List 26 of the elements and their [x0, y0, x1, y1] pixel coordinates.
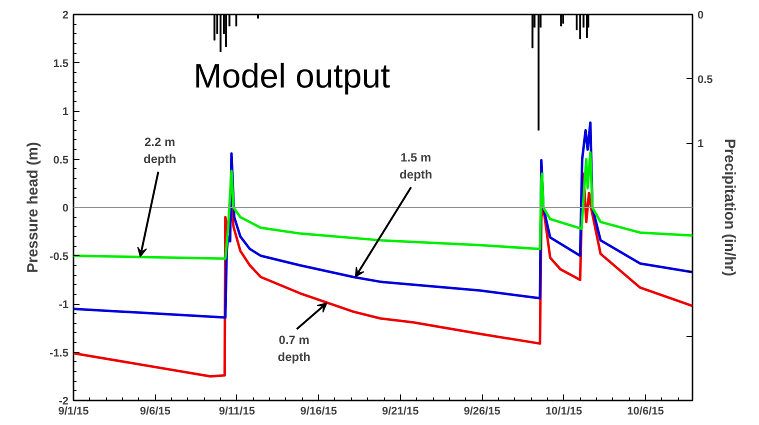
y-tick-label: 2 [62, 10, 69, 22]
y-tick-label: 1 [62, 106, 69, 118]
x-tick-label: 9/6/15 [140, 406, 171, 418]
y2-tick-label: 0 [698, 10, 704, 22]
y2-axis-title: Precipitation (in/hr) [720, 138, 738, 276]
y-tick-label: -0.5 [50, 250, 69, 263]
x-tick-label: 9/21/15 [382, 406, 419, 418]
x-tick-label: 9/11/15 [218, 406, 255, 418]
y-tick-label: 0 [62, 202, 69, 214]
x-tick-label: 9/26/15 [464, 406, 500, 418]
annotation: Model output [194, 58, 391, 96]
y-tick-label: -1 [58, 299, 68, 311]
y-tick-label: -1.5 [50, 347, 69, 360]
annotation: 1.5 m depth [400, 150, 432, 182]
annotation: 2.2 m depth [144, 135, 176, 166]
x-tick-label: 9/16/15 [300, 406, 337, 418]
x-tick-label: 9/1/15 [58, 406, 89, 418]
annotation: 0.7 m depth [278, 332, 310, 364]
y-tick-label: 1.5 [53, 58, 69, 70]
x-tick-label: 10/1/15 [545, 406, 582, 418]
x-tick-label: 10/6/15 [627, 406, 664, 418]
y2-tick-label: 1 [698, 138, 704, 150]
y-axis-title: Pressure head (m) [24, 142, 42, 273]
y-tick-label: -2 [58, 396, 68, 408]
y-tick-label: 0.5 [53, 154, 69, 166]
y2-tick-label: 0.5 [698, 74, 713, 86]
